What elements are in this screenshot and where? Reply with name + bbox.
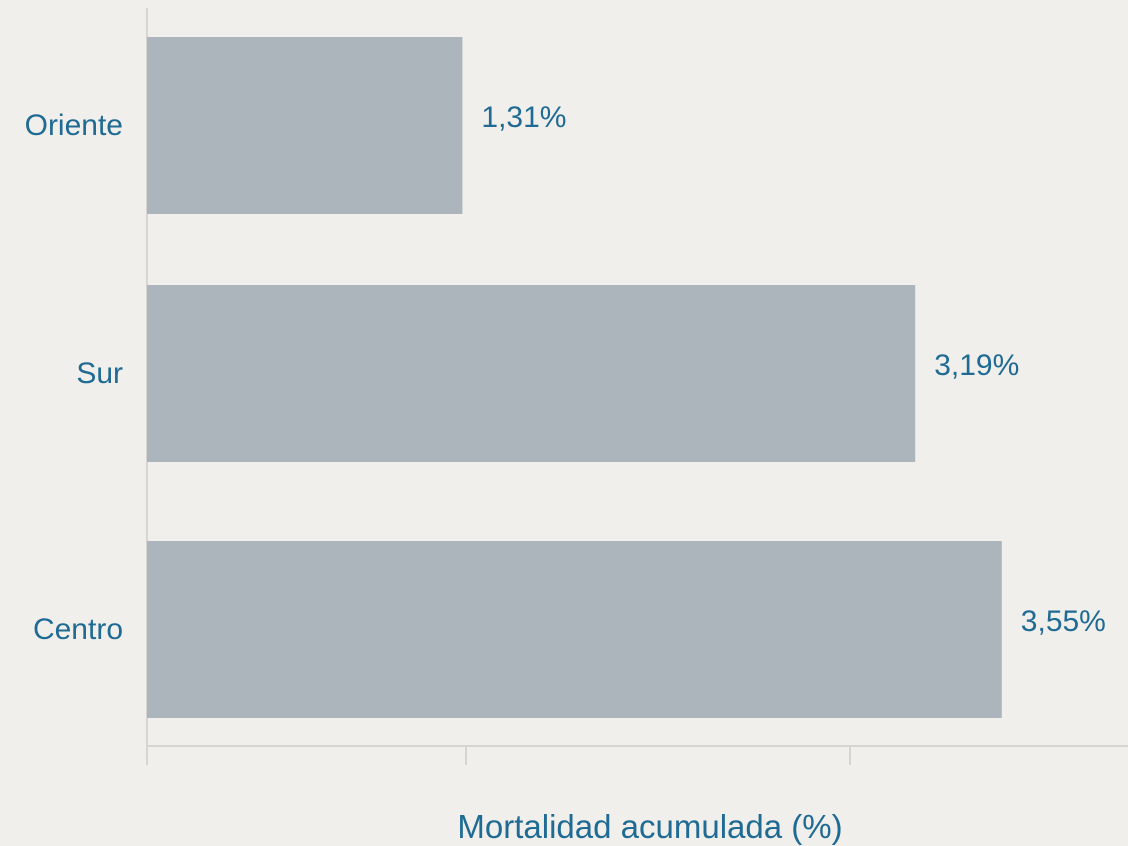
value-label-oriente: 1,31% bbox=[481, 101, 566, 134]
category-label-sur: Sur bbox=[76, 357, 123, 390]
value-label-centro: 3,55% bbox=[1021, 605, 1106, 638]
bar-centro bbox=[147, 541, 1002, 718]
category-label-centro: Centro bbox=[33, 613, 123, 646]
bar-oriente bbox=[147, 37, 463, 214]
category-label-oriente: Oriente bbox=[25, 109, 123, 142]
x-axis-title: Mortalidad acumulada (%) bbox=[457, 808, 842, 845]
bars-group: Oriente 1,31% Sur 3,19% Centro 3,55% bbox=[25, 37, 1106, 718]
bar-sur bbox=[147, 285, 916, 462]
value-label-sur: 3,19% bbox=[934, 349, 1019, 382]
